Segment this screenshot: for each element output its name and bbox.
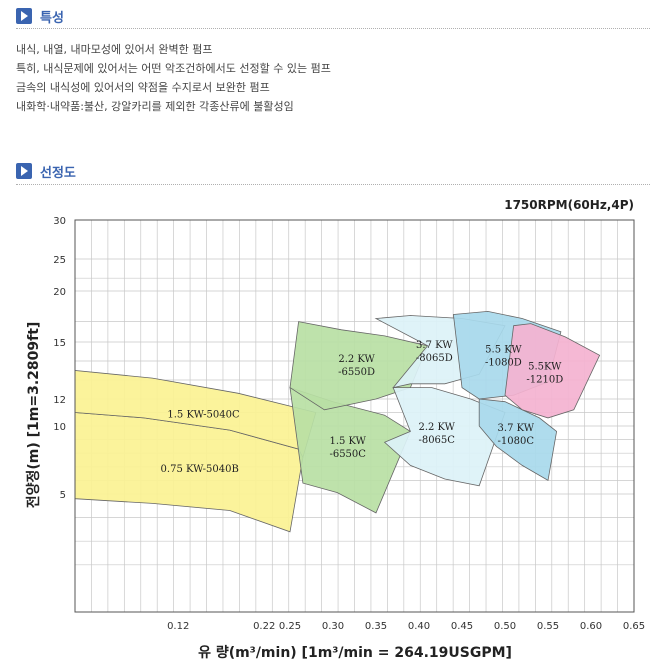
x-tick-label: 0.65 [623, 621, 645, 632]
y-tick-label: 5 [60, 490, 66, 501]
chart-ticks: 0.12 0.22 0.25 0.30 0.35 0.40 0.45 0.50 0.55 0.60… [53, 216, 645, 632]
chart-title: 1750RPM(60Hz,4P) [504, 198, 634, 212]
region-label: 5.5KW [528, 361, 562, 372]
pump-selection-chart: 0.75 KW-5040B 1.5 KW-5040C 1.5 KW -6550C 2.2… [25, 198, 645, 661]
region-label: 3.7 KW [416, 340, 453, 351]
section-divider [16, 28, 650, 29]
x-tick-label: 0.12 [167, 621, 189, 632]
y-axis-label: 전양정(m) [1m=3.2809ft] [25, 322, 42, 509]
region-label: -6550D [338, 367, 375, 378]
section-divider [16, 184, 650, 185]
region-label: 1.5 KW-5040C [167, 410, 240, 421]
x-tick-label: 0.30 [322, 621, 344, 632]
feature-item: 내화학·내약품:불산, 강알카리를 제외한 각종산류에 불활성임 [16, 100, 294, 113]
y-tick-label: 10 [53, 422, 66, 433]
x-tick-label: 0.60 [580, 621, 602, 632]
region-label: -8065C [418, 435, 455, 446]
x-tick-label: 0.50 [494, 621, 516, 632]
pump-region [478, 398, 558, 482]
pump-region [383, 387, 506, 487]
chart-region-labels: 0.75 KW-5040B 1.5 KW-5040C 1.5 KW -6550C 2.2… [161, 340, 564, 475]
x-tick-label: 0.55 [537, 621, 559, 632]
region-label: -6550C [329, 449, 366, 460]
features-list: 내식, 내열, 내마모성에 있어서 완벽한 펌프 특히, 내식문제에 있어서는 … [16, 40, 331, 116]
region-label: 2.2 KW [418, 422, 455, 433]
region-label: 5.5 KW [485, 345, 522, 356]
region-label: -1210D [526, 374, 563, 385]
region-label: 0.75 KW-5040B [161, 464, 239, 475]
section-header-selection-chart: 선정도 [16, 161, 76, 181]
y-tick-label: 12 [53, 395, 66, 406]
y-tick-label: 25 [53, 255, 66, 266]
pump-region [504, 323, 601, 419]
feature-item: 금속의 내식성에 있어서의 약점을 수지로서 보완한 펌프 [16, 81, 270, 94]
chart-regions [74, 310, 601, 533]
region-label: -8065D [416, 353, 453, 364]
region-label: 3.7 KW [498, 423, 535, 434]
play-triangle-icon [16, 8, 32, 24]
section-title-features: 특성 [40, 10, 64, 26]
x-tick-label: 0.25 [279, 621, 301, 632]
region-label: 1.5 KW [329, 436, 366, 447]
region-label: -1080C [498, 436, 535, 447]
x-tick-label: 0.22 [253, 621, 275, 632]
x-tick-label: 0.35 [365, 621, 387, 632]
y-tick-label: 30 [53, 216, 66, 227]
plot-frame [74, 219, 635, 613]
y-tick-label: 20 [53, 287, 66, 298]
x-tick-label: 0.40 [408, 621, 430, 632]
section-title-selection-chart: 선정도 [40, 165, 76, 181]
section-header-features: 특성 [16, 6, 64, 26]
y-tick-label: 15 [53, 338, 66, 349]
region-label: -1080D [485, 358, 522, 369]
feature-item: 특히, 내식문제에 있어서는 어떤 악조건하에서도 선정할 수 있는 펌프 [16, 62, 331, 75]
x-tick-label: 0.45 [451, 621, 473, 632]
feature-item: 내식, 내열, 내마모성에 있어서 완벽한 펌프 [16, 43, 213, 56]
region-label: 2.2 KW [338, 354, 375, 365]
x-axis-label: 유 량(m³/min) [1m³/min = 264.19USGPM] [198, 645, 512, 661]
play-triangle-icon [16, 163, 32, 179]
